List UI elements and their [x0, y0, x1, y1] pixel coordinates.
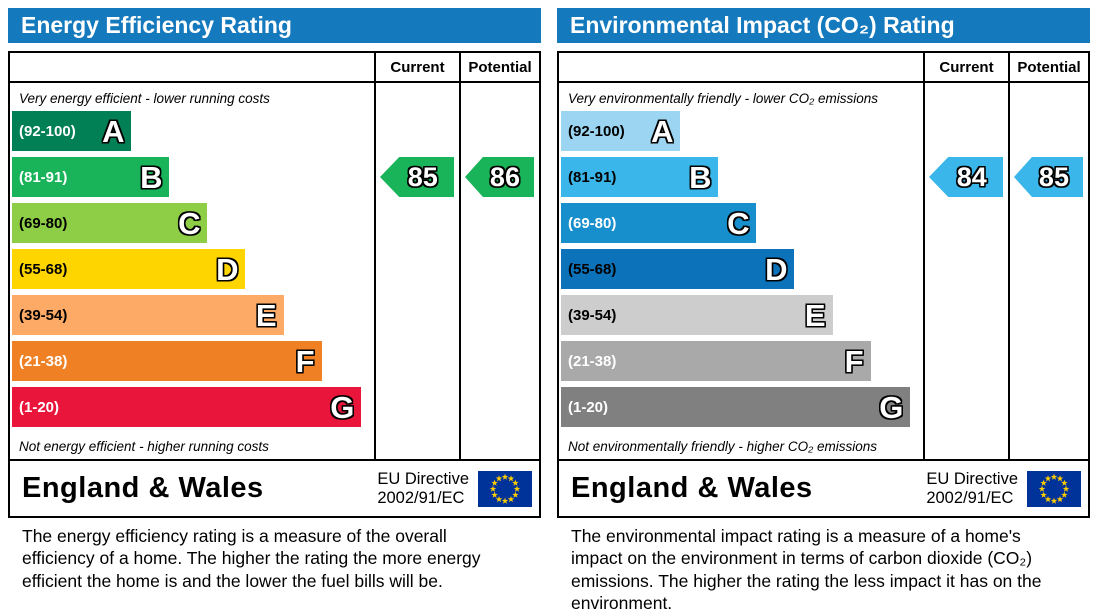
- energy-potential-column-header: Potential: [459, 53, 539, 83]
- band-row-e: (39-54) E: [12, 295, 374, 335]
- potential-rating-arrow: 85: [1014, 157, 1083, 197]
- band-row-b: (81-91) B: [12, 157, 374, 197]
- band-row-e: (39-54) E: [561, 295, 923, 335]
- current-rating-arrow: 84: [929, 157, 1003, 197]
- band-grade-letter: E: [804, 297, 826, 333]
- environmental-current-column: 84: [923, 83, 1008, 459]
- band-grade-letter: F: [844, 343, 864, 379]
- band-grade-letter: G: [879, 389, 904, 425]
- eu-directive-label: EU Directive 2002/91/EC: [926, 469, 1018, 507]
- band-bar-b: (81-91) B: [561, 157, 719, 197]
- environmental-impact-panel: Environmental Impact (CO₂) Rating Curren…: [557, 8, 1090, 613]
- band-row-g: (1-20) G: [561, 387, 923, 427]
- band-range-label: (1-20): [19, 398, 60, 416]
- environmental-footer: England & Wales EU Directive 2002/91/EC: [559, 459, 1088, 516]
- environmental-header-spacer: [559, 53, 923, 83]
- band-grade-letter: A: [102, 113, 125, 149]
- band-bar-e: (39-54) E: [12, 295, 284, 335]
- band-range-label: (21-38): [568, 352, 617, 370]
- environmental-rating-table: Current Potential Very environmentally f…: [557, 51, 1090, 518]
- band-range-label: (92-100): [568, 122, 625, 140]
- band-row-f: (21-38) F: [561, 341, 923, 381]
- potential-rating-arrow: 86: [465, 157, 534, 197]
- energy-header-spacer: [10, 53, 374, 83]
- energy-potential-column: 86: [459, 83, 539, 459]
- environmental-description: The environmental impact rating is a mea…: [571, 526, 1042, 613]
- energy-current-column: 85: [374, 83, 459, 459]
- band-grade-letter: B: [689, 159, 712, 195]
- band-range-label: (39-54): [19, 306, 68, 324]
- band-grade-letter: E: [255, 297, 277, 333]
- energy-footer: England & Wales EU Directive 2002/91/EC: [10, 459, 539, 516]
- band-bar-f: (21-38) F: [12, 341, 322, 381]
- band-bar-d: (55-68) D: [561, 249, 795, 289]
- band-grade-letter: A: [651, 113, 674, 149]
- band-row-d: (55-68) D: [561, 249, 923, 289]
- band-range-label: (21-38): [19, 352, 68, 370]
- band-bar-b: (81-91) B: [12, 157, 170, 197]
- current-rating-arrow: 85: [380, 157, 454, 197]
- band-row-d: (55-68) D: [12, 249, 374, 289]
- environmental-panel-title: Environmental Impact (CO₂) Rating: [557, 8, 1090, 43]
- band-grade-letter: C: [178, 205, 201, 241]
- energy-current-column-header: Current: [374, 53, 459, 83]
- eu-flag-icon: [478, 470, 532, 507]
- energy-top-caption: Very energy efficient - lower running co…: [19, 90, 270, 106]
- band-bar-a: (92-100) A: [12, 111, 132, 151]
- band-bar-g: (1-20) G: [12, 387, 362, 427]
- environmental-band-chart: Very environmentally friendly - lower CO…: [559, 83, 923, 459]
- eu-directive-label: EU Directive 2002/91/EC: [377, 469, 469, 507]
- band-bar-a: (92-100) A: [561, 111, 681, 151]
- environmental-potential-column-header: Potential: [1008, 53, 1088, 83]
- energy-bottom-caption: Not energy efficient - higher running co…: [19, 438, 269, 454]
- band-bar-d: (55-68) D: [12, 249, 246, 289]
- band-grade-letter: B: [140, 159, 163, 195]
- band-grade-letter: F: [295, 343, 315, 379]
- band-row-f: (21-38) F: [12, 341, 374, 381]
- band-bar-e: (39-54) E: [561, 295, 833, 335]
- band-range-label: (81-91): [568, 168, 617, 186]
- band-grade-letter: G: [330, 389, 355, 425]
- energy-rating-table: Current Potential Very energy efficient …: [8, 51, 541, 518]
- band-range-label: (39-54): [568, 306, 617, 324]
- band-bar-g: (1-20) G: [561, 387, 911, 427]
- band-bar-c: (69-80) C: [561, 203, 757, 243]
- energy-efficiency-panel: Energy Efficiency Rating Current Potenti…: [8, 8, 541, 613]
- environmental-bands: (92-100) A (81-91) B (69-80) C (55-68) D (39-54)…: [561, 111, 923, 427]
- band-bar-c: (69-80) C: [12, 203, 208, 243]
- region-label: England & Wales: [22, 472, 264, 504]
- band-row-a: (92-100) A: [561, 111, 923, 151]
- environmental-current-column-header: Current: [923, 53, 1008, 83]
- band-range-label: (81-91): [19, 168, 68, 186]
- band-row-b: (81-91) B: [561, 157, 923, 197]
- band-row-c: (69-80) C: [12, 203, 374, 243]
- environmental-top-caption: Very environmentally friendly - lower CO…: [568, 90, 878, 106]
- band-row-c: (69-80) C: [561, 203, 923, 243]
- band-range-label: (92-100): [19, 122, 76, 140]
- environmental-bottom-caption: Not environmentally friendly - higher CO…: [568, 438, 878, 454]
- band-row-g: (1-20) G: [12, 387, 374, 427]
- band-range-label: (1-20): [568, 398, 609, 416]
- band-grade-letter: D: [765, 251, 788, 287]
- band-bar-f: (21-38) F: [561, 341, 871, 381]
- band-range-label: (55-68): [568, 260, 617, 278]
- band-range-label: (55-68): [19, 260, 68, 278]
- eu-flag-icon: [1027, 470, 1081, 507]
- energy-panel-title: Energy Efficiency Rating: [8, 8, 541, 43]
- region-label: England & Wales: [571, 472, 813, 504]
- band-range-label: (69-80): [19, 214, 68, 232]
- energy-band-chart: Very energy efficient - lower running co…: [10, 83, 374, 459]
- band-range-label: (69-80): [568, 214, 617, 232]
- band-grade-letter: D: [216, 251, 239, 287]
- band-row-a: (92-100) A: [12, 111, 374, 151]
- energy-bands: (92-100) A (81-91) B (69-80) C (55-68) D (39-54)…: [12, 111, 374, 427]
- band-grade-letter: C: [727, 205, 750, 241]
- energy-description: The energy efficiency rating is a measur…: [22, 526, 481, 591]
- environmental-potential-column: 85: [1008, 83, 1088, 459]
